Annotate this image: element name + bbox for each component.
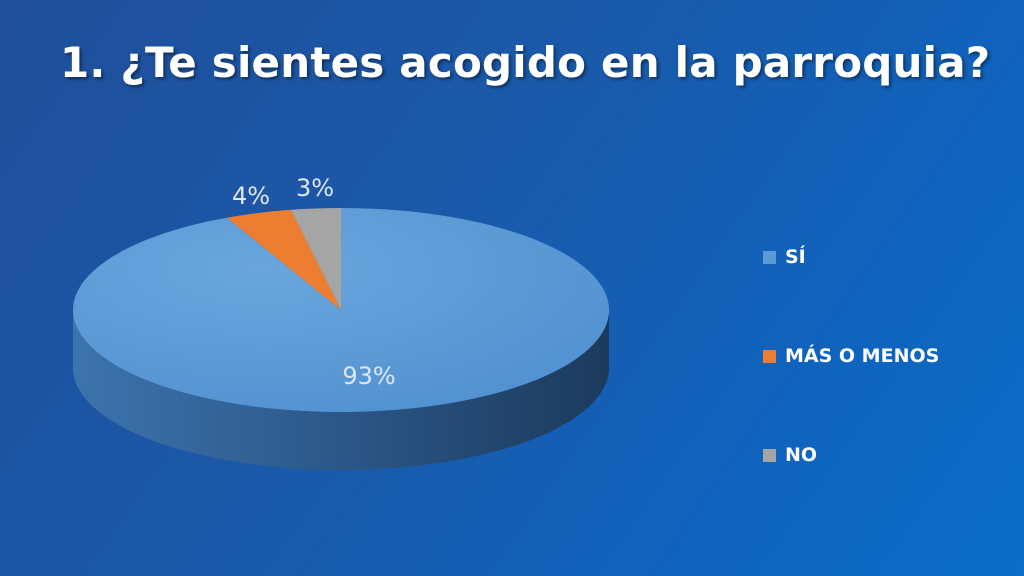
legend-label-no: NO <box>785 444 818 466</box>
legend-label-si: SÍ <box>785 246 806 268</box>
legend-label-mas-o-menos: MÁS O MENOS <box>785 345 940 367</box>
pie-side-wall <box>73 310 609 470</box>
legend-swatch-no <box>763 448 776 462</box>
legend-swatch-mas-o-menos <box>763 349 776 363</box>
data-label-no: 3% <box>296 174 334 202</box>
pie-slice-no <box>290 208 341 310</box>
legend-item-no: NO <box>763 438 1003 472</box>
page-title: 1. ¿Te sientes acogido en la parroquia? <box>60 38 991 87</box>
pie-slice-si <box>73 208 610 413</box>
legend-swatch-si <box>763 250 776 264</box>
data-label-si: 93% <box>342 362 395 390</box>
legend-item-si: SÍ <box>763 240 1003 274</box>
pie-slice-mas-o-menos <box>226 209 341 310</box>
legend-item-mas-o-menos: MÁS O MENOS <box>763 339 1003 373</box>
chart-legend: SÍ MÁS O MENOS NO <box>763 240 1003 537</box>
data-label-mas-o-menos: 4% <box>232 182 270 210</box>
